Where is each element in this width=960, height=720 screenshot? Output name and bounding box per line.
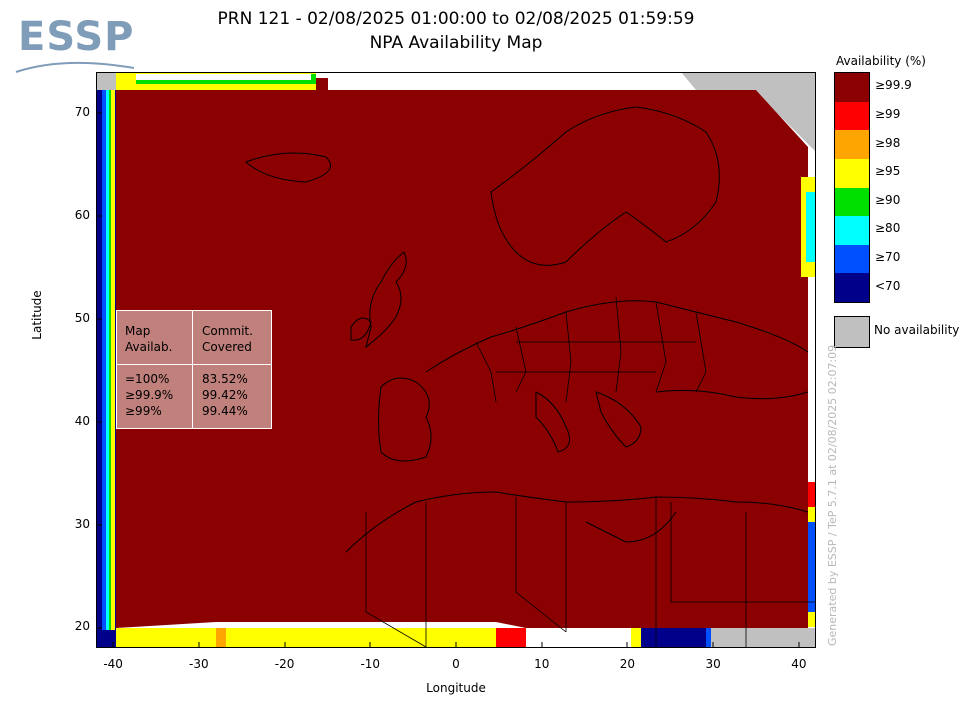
legend-swatch bbox=[835, 187, 869, 217]
chart-title: PRN 121 - 02/08/2025 01:00:00 to 02/08/2… bbox=[217, 9, 695, 29]
legend-label: <70 bbox=[875, 278, 901, 293]
stats-header-map: Map Availab. bbox=[125, 324, 173, 354]
stats-header-commit: Commit. Covered bbox=[202, 324, 253, 354]
x-tick-label: -40 bbox=[103, 657, 123, 671]
britain-coast bbox=[365, 251, 407, 349]
legend-label: ≥80 bbox=[875, 221, 901, 236]
legend-label: ≥99 bbox=[875, 106, 901, 121]
logo-swoosh-icon bbox=[15, 61, 134, 73]
no-availability-label: No availability bbox=[874, 323, 960, 337]
x-tick-label: 30 bbox=[705, 657, 721, 671]
legend-title: Availability (%) bbox=[836, 54, 926, 68]
legend-label: ≥98 bbox=[875, 135, 901, 150]
coastlines bbox=[245, 106, 809, 553]
legend-swatch bbox=[835, 101, 869, 131]
chart-subtitle: NPA Availability Map bbox=[369, 33, 543, 53]
x-tick-label: 0 bbox=[452, 657, 460, 671]
y-axis-label: Latitude bbox=[30, 290, 44, 340]
iceland-coast bbox=[245, 152, 331, 183]
legend-swatch bbox=[835, 130, 869, 159]
italy-coast bbox=[535, 391, 571, 453]
no-availability-region-ne bbox=[681, 72, 816, 152]
x-axis-label: Longitude bbox=[426, 681, 486, 695]
ireland-coast bbox=[350, 317, 372, 341]
legend-swatch bbox=[835, 244, 869, 274]
north-africa-coast bbox=[345, 491, 809, 553]
essp-logo: ESSP bbox=[14, 10, 134, 82]
x-tick-label: -10 bbox=[360, 657, 381, 671]
legend-swatch bbox=[835, 73, 869, 102]
iberia-coast bbox=[378, 377, 432, 462]
legend-swatch bbox=[835, 273, 869, 302]
no-availability-swatch bbox=[834, 316, 870, 348]
logo-text: ESSP bbox=[18, 14, 135, 60]
x-tick-label: 10 bbox=[534, 657, 550, 671]
x-tick-label: -20 bbox=[274, 657, 295, 671]
legend-swatch bbox=[835, 158, 869, 188]
legend-label: ≥90 bbox=[875, 192, 901, 207]
availability-band-south bbox=[116, 628, 526, 648]
no-availability-region-se bbox=[708, 628, 816, 648]
legend-swatch bbox=[835, 216, 869, 245]
y-tick-label: 20 bbox=[74, 619, 90, 634]
y-tick-label: 50 bbox=[74, 310, 90, 325]
y-tick-label: 40 bbox=[74, 413, 90, 428]
availability-region-main bbox=[116, 78, 808, 628]
country-borders bbox=[365, 296, 816, 648]
x-tick-label: 20 bbox=[619, 657, 636, 671]
y-tick-label: 60 bbox=[74, 208, 90, 222]
legend-label: ≥99.9 bbox=[875, 78, 912, 93]
tick-marks bbox=[96, 112, 800, 648]
scandinavia-coast bbox=[490, 106, 720, 266]
generated-by-watermark: Generated by ESSP / TeP 5.7.1 at 02/08/2… bbox=[826, 344, 839, 646]
stats-rows-commit: 83.52% 99.42% 99.44% bbox=[202, 372, 248, 418]
balkans-coast bbox=[595, 391, 642, 448]
y-tick-label: 30 bbox=[74, 516, 90, 531]
legend-label: ≥95 bbox=[875, 164, 901, 179]
availability-stats-table: Map Availab. Commit. Covered =100% ≥99.9… bbox=[116, 310, 272, 429]
y-tick-label: 70 bbox=[74, 105, 90, 120]
x-tick-label: 40 bbox=[791, 657, 807, 671]
legend-label: ≥70 bbox=[875, 250, 901, 265]
x-tick-label: -30 bbox=[189, 657, 209, 671]
legend-colorbar bbox=[834, 72, 870, 303]
stats-rows-map: =100% ≥99.9% ≥99% bbox=[125, 372, 174, 418]
